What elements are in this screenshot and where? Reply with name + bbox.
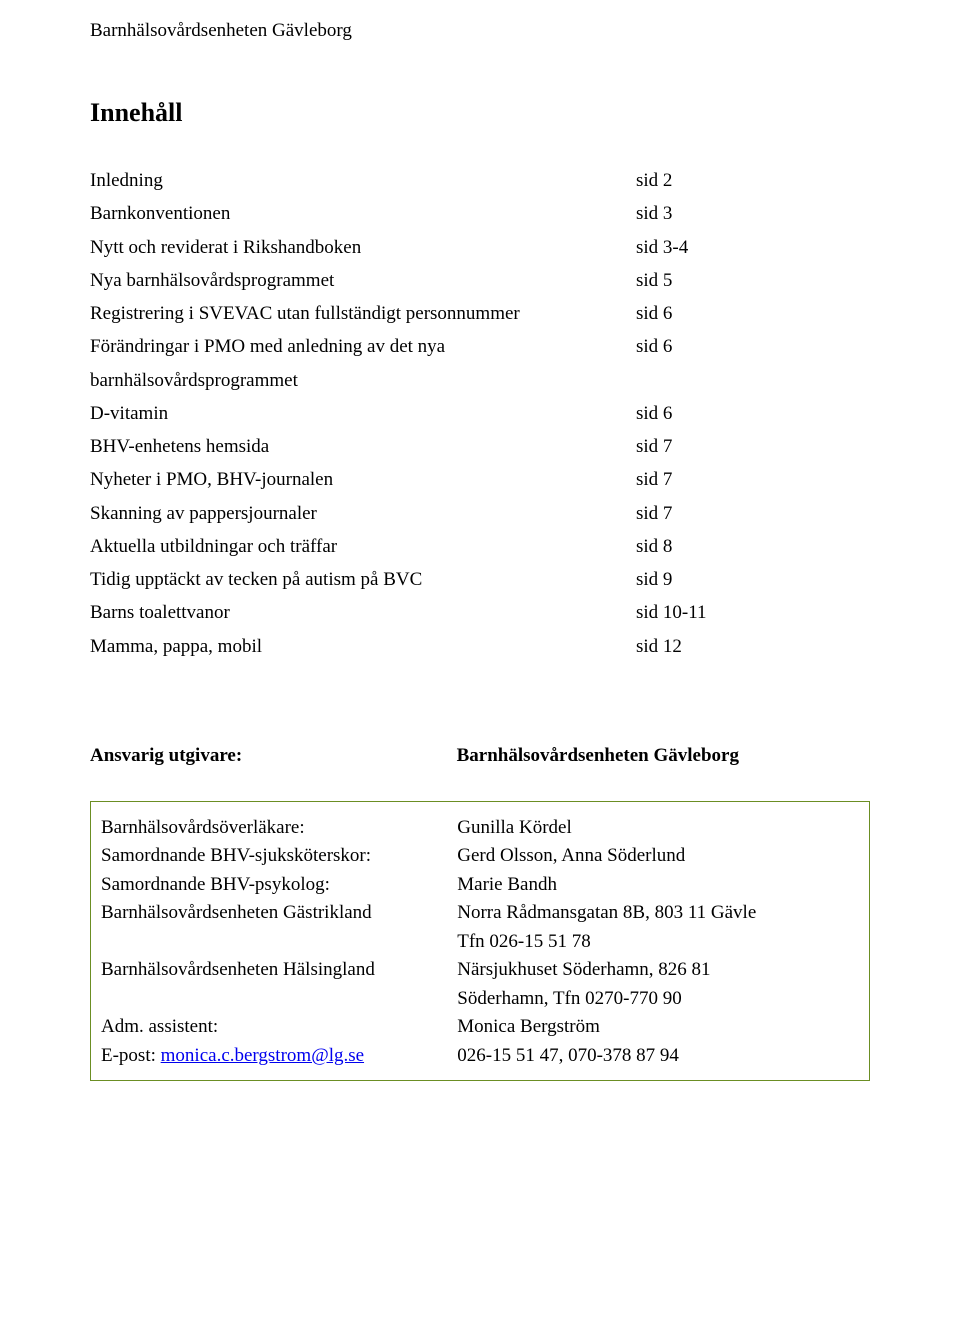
toc-label: Tidig upptäckt av tecken på autism på BV…: [90, 563, 636, 596]
contact-box: Barnhälsovårdsöverläkare:Gunilla KördelS…: [90, 801, 870, 1082]
contact-row: Barnhälsovårdsenheten HälsinglandNärsjuk…: [101, 956, 859, 985]
section-title: Innehåll: [90, 98, 870, 128]
toc-row: Aktuella utbildningar och träffarsid 8: [90, 530, 870, 563]
toc-row: Förändringar i PMO med anledning av det …: [90, 330, 870, 397]
contact-row: Barnhälsovårdsöverläkare:Gunilla Kördel: [101, 814, 859, 843]
toc-label: Nya barnhälsovårdsprogrammet: [90, 264, 636, 297]
contact-row: Samordnande BHV-sjuksköterskor:Gerd Olss…: [101, 842, 859, 871]
contact-label: Samordnande BHV-sjuksköterskor:: [101, 842, 457, 871]
toc-page: sid 6: [636, 397, 870, 430]
toc-page: sid 5: [636, 264, 870, 297]
toc-label: Aktuella utbildningar och träffar: [90, 530, 636, 563]
toc-row: Mamma, pappa, mobilsid 12: [90, 630, 870, 663]
publisher-row: Ansvarig utgivare: Barnhälsovårdsenheten…: [90, 745, 870, 767]
toc-row: D-vitaminsid 6: [90, 397, 870, 430]
contact-label: Barnhälsovårdsenheten Gästrikland: [101, 899, 457, 928]
page-header: Barnhälsovårdsenheten Gävleborg: [90, 20, 870, 42]
toc-page: sid 6: [636, 297, 870, 330]
toc-page: sid 6: [636, 330, 870, 397]
toc-page: sid 7: [636, 430, 870, 463]
toc-page: sid 12: [636, 630, 870, 663]
contact-label: Barnhälsovårdsenheten Hälsingland: [101, 956, 457, 985]
contact-label: Barnhälsovårdsöverläkare:: [101, 814, 457, 843]
toc-label: D-vitamin: [90, 397, 636, 430]
toc-label: Mamma, pappa, mobil: [90, 630, 636, 663]
publisher-label: Ansvarig utgivare:: [90, 745, 457, 767]
toc-page: sid 10-11: [636, 596, 870, 629]
toc-label: Inledning: [90, 164, 636, 197]
toc-row: Inledningsid 2: [90, 164, 870, 197]
toc-row: Skanning av pappersjournalersid 7: [90, 497, 870, 530]
table-of-contents: Inledningsid 2Barnkonventionensid 3Nytt …: [90, 164, 870, 663]
contact-row: Barnhälsovårdsenheten GästriklandNorra R…: [101, 899, 859, 928]
toc-row: Barnkonventionensid 3: [90, 197, 870, 230]
toc-row: Nyheter i PMO, BHV-journalensid 7: [90, 463, 870, 496]
toc-page: sid 3-4: [636, 231, 870, 264]
email-link[interactable]: monica.c.bergstrom@lg.se: [161, 1045, 364, 1066]
contact-value: Söderhamn, Tfn 0270-770 90: [457, 985, 859, 1014]
contact-value: Monica Bergström: [457, 1013, 859, 1042]
toc-label: Barnkonventionen: [90, 197, 636, 230]
contact-value: Gerd Olsson, Anna Söderlund: [457, 842, 859, 871]
toc-page: sid 7: [636, 497, 870, 530]
toc-page: sid 2: [636, 164, 870, 197]
toc-row: BHV-enhetens hemsidasid 7: [90, 430, 870, 463]
publisher-value: Barnhälsovårdsenheten Gävleborg: [457, 745, 870, 767]
contact-label: Samordnande BHV-psykolog:: [101, 871, 457, 900]
contact-value: Marie Bandh: [457, 871, 859, 900]
toc-label: Nytt och reviderat i Rikshandboken: [90, 231, 636, 264]
contact-email-value: 026-15 51 47, 070-378 87 94: [457, 1042, 859, 1071]
contact-value: Norra Rådmansgatan 8B, 803 11 Gävle: [457, 899, 859, 928]
contact-label: Adm. assistent:: [101, 1013, 457, 1042]
toc-label: Registrering i SVEVAC utan fullständigt …: [90, 297, 636, 330]
contact-row: Samordnande BHV-psykolog:Marie Bandh: [101, 871, 859, 900]
toc-row: Registrering i SVEVAC utan fullständigt …: [90, 297, 870, 330]
contact-row: Söderhamn, Tfn 0270-770 90: [101, 985, 859, 1014]
contact-value: Tfn 026-15 51 78: [457, 928, 859, 957]
toc-page: sid 7: [636, 463, 870, 496]
toc-page: sid 3: [636, 197, 870, 230]
contact-row-email: E-post: monica.c.bergstrom@lg.se026-15 5…: [101, 1042, 859, 1071]
contact-value: Gunilla Kördel: [457, 814, 859, 843]
toc-page: sid 9: [636, 563, 870, 596]
toc-row: Nya barnhälsovårdsprogrammetsid 5: [90, 264, 870, 297]
toc-label: Skanning av pappersjournaler: [90, 497, 636, 530]
toc-label: Nyheter i PMO, BHV-journalen: [90, 463, 636, 496]
toc-label: Barns toalettvanor: [90, 596, 636, 629]
toc-row: Barns toalettvanorsid 10-11: [90, 596, 870, 629]
contact-email-label: E-post: monica.c.bergstrom@lg.se: [101, 1042, 457, 1071]
toc-row: Tidig upptäckt av tecken på autism på BV…: [90, 563, 870, 596]
toc-row: Nytt och reviderat i Rikshandbokensid 3-…: [90, 231, 870, 264]
toc-label: Förändringar i PMO med anledning av det …: [90, 330, 636, 397]
contact-value: Närsjukhuset Söderhamn, 826 81: [457, 956, 859, 985]
contact-row: Tfn 026-15 51 78: [101, 928, 859, 957]
toc-label: BHV-enhetens hemsida: [90, 430, 636, 463]
toc-page: sid 8: [636, 530, 870, 563]
email-prefix: E-post:: [101, 1045, 161, 1066]
contact-row: Adm. assistent:Monica Bergström: [101, 1013, 859, 1042]
